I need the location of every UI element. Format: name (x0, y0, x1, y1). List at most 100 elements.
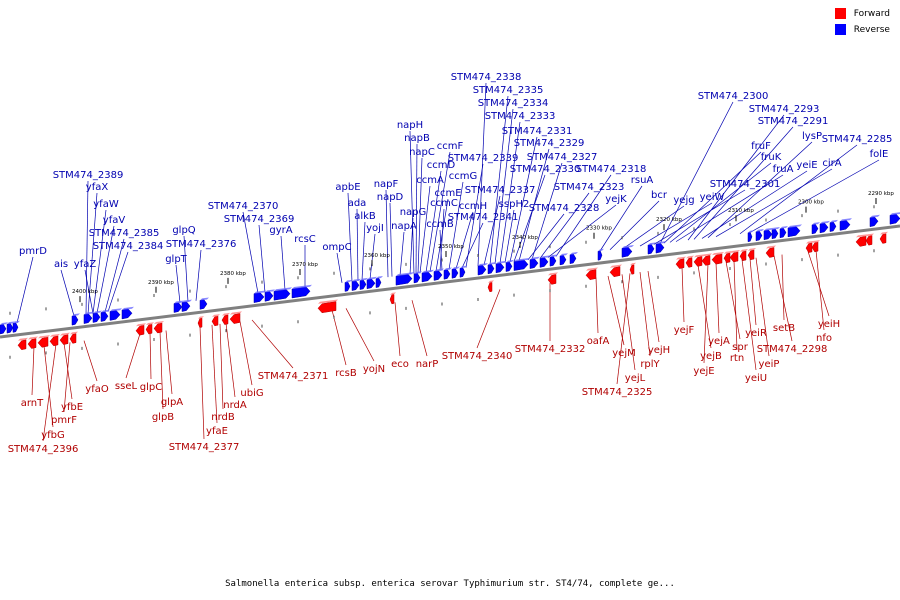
reverse-gene-arrow[interactable] (597, 250, 603, 261)
reverse-gene-arrow[interactable] (787, 226, 801, 238)
reverse-gene-arrow[interactable] (71, 315, 79, 326)
forward-gene-arrow[interactable] (675, 258, 685, 269)
forward-gene-arrow[interactable] (879, 233, 887, 244)
reverse-gene-arrow[interactable] (569, 253, 577, 265)
reverse-gene-arrow[interactable] (366, 278, 376, 290)
forward-gene-arrow[interactable] (145, 323, 153, 335)
reverse-gene-arrow[interactable] (359, 279, 367, 290)
reverse-gene-arrow[interactable] (451, 268, 459, 279)
reverse-gene-arrow[interactable] (747, 231, 753, 243)
forward-gene-arrow[interactable] (585, 269, 597, 281)
forward-gene-arrow[interactable] (811, 241, 819, 253)
reverse-gene-arrow[interactable] (433, 270, 443, 281)
reverse-gene-arrow[interactable] (487, 263, 495, 275)
forward-gene-arrow[interactable] (17, 339, 27, 351)
reverse-gene-arrow[interactable] (559, 254, 567, 266)
forward-gene-arrow[interactable] (855, 235, 867, 247)
leader-line-glpq (183, 235, 189, 302)
reverse-gene-arrow[interactable] (100, 311, 109, 322)
reverse-gene-arrow[interactable] (763, 229, 773, 241)
reverse-gene-arrow-top (488, 262, 496, 265)
reverse-gene-arrow[interactable] (83, 313, 93, 324)
forward-gene-arrow[interactable] (765, 247, 775, 258)
forward-gene-arrow[interactable] (69, 333, 77, 344)
forward-gene-arrow[interactable] (685, 257, 693, 268)
gene-label-reverse-fruk: fruK (761, 152, 782, 163)
reverse-gene-arrow[interactable] (779, 227, 787, 239)
reverse-gene-arrow[interactable] (549, 256, 557, 267)
reverse-gene-arrow[interactable] (12, 322, 19, 333)
reverse-gene-arrow[interactable] (647, 244, 655, 255)
forward-gene-arrow[interactable] (693, 256, 703, 267)
gene-label-forward-stm474-2332: STM474_2332 (515, 344, 586, 355)
reverse-gene-arrow[interactable] (869, 216, 879, 228)
leader-line-ubig (239, 321, 253, 386)
forward-gene-arrow[interactable] (211, 315, 219, 327)
reverse-gene-arrow[interactable] (413, 272, 421, 284)
reverse-gene-arrow[interactable] (819, 222, 829, 234)
reverse-gene-arrow[interactable] (264, 291, 274, 302)
gene-label-reverse-stm474-2330: STM474_2330 (510, 164, 581, 175)
reverse-gene-arrow[interactable] (173, 302, 183, 313)
reverse-gene-arrow[interactable] (6, 323, 14, 334)
forward-gene-arrow[interactable] (739, 250, 747, 262)
reverse-gene-arrow[interactable] (889, 213, 900, 225)
scale-label: 2390 kbp (148, 280, 174, 286)
forward-gene-arrow[interactable] (135, 324, 145, 336)
reverse-gene-arrow[interactable] (655, 242, 665, 254)
reverse-gene-arrow[interactable] (351, 280, 360, 291)
reverse-gene-arrow[interactable] (421, 271, 433, 283)
reverse-gene-arrow[interactable] (621, 246, 633, 258)
reverse-gene-arrow[interactable] (181, 301, 191, 312)
reverse-gene-arrow[interactable] (513, 259, 529, 271)
reverse-gene-arrow[interactable] (755, 230, 763, 242)
forward-gene-arrow[interactable] (487, 282, 493, 293)
forward-gene-arrow[interactable] (389, 294, 395, 305)
reverse-gene-arrow[interactable] (459, 267, 466, 278)
forward-gene-arrow[interactable] (747, 249, 755, 261)
reverse-gene-arrow[interactable] (811, 223, 819, 235)
forward-gene-arrow[interactable] (197, 317, 203, 328)
forward-gene-arrow[interactable] (37, 336, 49, 348)
forward-gene-arrow-top (38, 335, 50, 339)
forward-gene-arrow[interactable] (317, 301, 337, 314)
scale-label: 2330 kbp (586, 226, 612, 232)
forward-gene-arrow[interactable] (229, 313, 241, 324)
leader-line-yoji (369, 233, 376, 280)
reverse-gene-arrow[interactable] (121, 308, 133, 320)
reverse-gene-arrow[interactable] (253, 292, 265, 303)
forward-gene-arrow[interactable] (49, 335, 59, 347)
forward-gene-arrow[interactable] (701, 255, 711, 266)
forward-gene-arrow[interactable] (59, 334, 69, 345)
forward-gene-arrow[interactable] (609, 266, 621, 278)
forward-gene-arrow-top (60, 332, 70, 336)
forward-gene-arrow[interactable] (723, 252, 731, 263)
reverse-gene-arrow[interactable] (109, 309, 121, 321)
forward-gene-arrow[interactable] (865, 235, 873, 246)
reverse-gene-arrow[interactable] (495, 262, 505, 274)
reverse-gene-arrow[interactable] (92, 312, 101, 323)
reverse-gene-arrow[interactable] (375, 277, 382, 288)
forward-gene-arrow[interactable] (805, 242, 813, 253)
gene-label-reverse-napf: napF (374, 179, 399, 190)
forward-gene-arrow[interactable] (153, 322, 163, 334)
reverse-gene-arrow[interactable] (539, 257, 549, 268)
reverse-gene-arrow[interactable] (199, 299, 208, 310)
reverse-gene-arrow[interactable] (529, 258, 539, 269)
reverse-gene-arrow[interactable] (443, 269, 451, 280)
reverse-gene-arrow[interactable] (505, 261, 513, 272)
reverse-gene-arrow[interactable] (829, 221, 837, 232)
forward-gene-arrow[interactable] (27, 338, 37, 349)
forward-gene-arrow[interactable] (711, 253, 723, 265)
forward-gene-arrow[interactable] (547, 274, 557, 285)
reverse-gene-arrow[interactable] (0, 323, 7, 335)
reverse-gene-arrow[interactable] (839, 219, 851, 231)
gene-label-forward-glpb: glpB (152, 412, 174, 423)
forward-gene-arrow[interactable] (729, 251, 739, 263)
forward-gene-arrow[interactable] (629, 264, 635, 275)
reverse-gene-arrow[interactable] (477, 264, 487, 276)
reverse-gene-arrow[interactable] (344, 281, 351, 292)
forward-gene-arrow-top (212, 314, 220, 317)
forward-gene-arrow[interactable] (221, 314, 229, 325)
reverse-gene-arrow[interactable] (771, 228, 779, 240)
